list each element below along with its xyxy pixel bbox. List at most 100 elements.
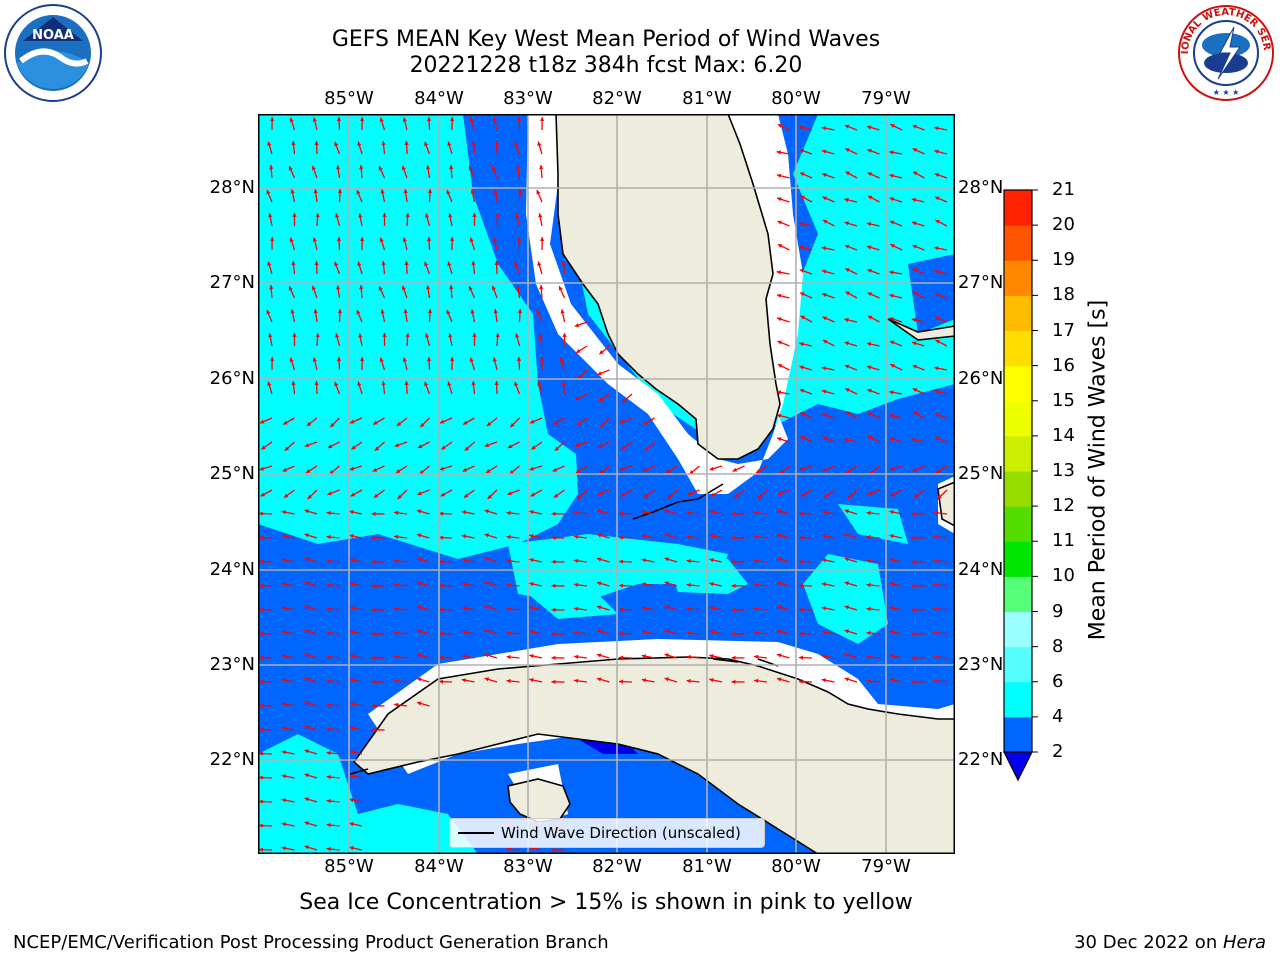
colorbar-segment (1004, 716, 1032, 753)
wind-wave-arrow-head (330, 422, 335, 428)
wind-wave-arrow-head (515, 333, 520, 338)
wind-wave-arrow-head (822, 340, 828, 344)
wind-wave-arrow-head (260, 419, 265, 424)
wind-wave-arrow-head (912, 148, 918, 153)
wind-wave-arrows (258, 116, 948, 852)
wind-wave-arrow-head (292, 213, 297, 217)
wind-wave-arrow-head (666, 469, 671, 473)
colorbar-tick-label: 19 (1052, 249, 1075, 271)
wind-wave-arrow-head (913, 291, 918, 296)
wind-wave-arrow-head (417, 444, 423, 448)
wind-wave-arrow-head (866, 606, 871, 612)
wind-wave-arrow-head (777, 317, 782, 322)
wind-wave-arrow-head (394, 582, 399, 587)
wind-wave-arrow-head (935, 196, 940, 201)
wind-wave-arrow-head (934, 269, 939, 274)
wind-wave-arrow-head (777, 533, 782, 538)
wind-wave-arrow-head (360, 357, 365, 361)
wind-wave-arrow-head (461, 558, 466, 563)
wind-wave-arrow-head (777, 491, 782, 496)
wind-wave-arrow-head (420, 422, 425, 428)
wind-wave-arrow-head (464, 493, 469, 498)
wind-wave-arrow-head (311, 165, 316, 171)
wind-wave-arrow-head (381, 381, 386, 386)
wind-wave-arrow-head (776, 150, 781, 155)
wind-wave-arrow-head (844, 533, 849, 538)
colorbar-tick-label: 20 (1052, 214, 1075, 236)
wind-wave-arrow-head (529, 534, 534, 539)
wind-wave-arrow-head (484, 677, 489, 682)
wind-wave-arrow-head (937, 494, 942, 499)
wind-wave-arrow-head (267, 261, 272, 266)
wind-wave-arrow-head (484, 443, 490, 448)
wind-wave-arrow-head (326, 582, 331, 588)
wind-wave-arrow-head (777, 677, 782, 682)
wind-wave-arrow-head (267, 141, 272, 146)
wind-wave-arrow-head (574, 678, 579, 683)
wind-wave-arrow-head (844, 124, 850, 129)
colorbar-segment (1004, 435, 1032, 472)
wind-wave-arrow-head (514, 381, 519, 387)
wind-wave-arrow-head (450, 237, 455, 241)
wind-wave-arrow-head (619, 559, 623, 564)
wind-wave-arrow-head (890, 492, 896, 497)
wind-wave-arrow-head (866, 630, 871, 636)
wind-wave-arrow-head (934, 293, 940, 298)
wind-wave-arrow-head (312, 117, 317, 122)
wind-wave-arrow-head (516, 117, 522, 122)
colorbar-tick-label: 17 (1052, 319, 1075, 341)
wind-wave-arrow-head (799, 342, 804, 347)
lon-tick-label-top: 81°W (682, 88, 732, 109)
lon-tick-label-bottom: 85°W (324, 856, 374, 877)
wind-wave-arrow-head (304, 677, 309, 682)
lat-tick-label-right: 26°N (958, 368, 1004, 389)
graticule (258, 114, 955, 854)
wind-wave-arrow-head (731, 631, 736, 636)
wind-wave-arrow-head (326, 846, 331, 852)
wind-wave-arrow-head (799, 365, 804, 370)
wind-wave-arrow-head (551, 847, 556, 852)
wind-wave-arrow-head (911, 535, 916, 540)
wind-wave-arrow-head (529, 582, 534, 587)
lat-tick-label-left: 27°N (209, 272, 255, 293)
wind-wave-arrow-head (281, 582, 286, 587)
wind-wave-arrow-head (847, 494, 852, 499)
colorbar-segment (1004, 471, 1032, 507)
wind-wave-arrow-head (822, 220, 828, 224)
wind-wave-arrow-head (471, 261, 476, 266)
colorbar-segment (1004, 190, 1032, 226)
wind-wave-arrow-head (889, 654, 894, 659)
land (352, 114, 955, 854)
wind-wave-arrow-head (799, 268, 805, 273)
wind-wave-arrow-head (754, 654, 759, 659)
wind-wave-arrow-head (484, 605, 489, 610)
wind-wave-arrow-head (799, 245, 804, 250)
wind-wave-arrow-head (486, 469, 491, 473)
wind-wave-arrow-head (799, 125, 804, 130)
map-legend: Wind Wave Direction (unscaled) (449, 818, 765, 848)
wind-wave-arrow-head (268, 333, 273, 338)
wind-wave-arrow-head (326, 750, 331, 756)
wind-wave-arrow-head (600, 422, 605, 428)
wind-wave-arrow-head (821, 654, 826, 659)
wind-wave-arrow-head (845, 291, 851, 296)
wind-wave-arrow-head (461, 510, 466, 515)
wind-wave-arrow-head (259, 799, 263, 804)
wind-wave-arrow-head (326, 510, 331, 516)
wind-wave-arrow-head (373, 420, 378, 425)
wind-wave-arrow-head (284, 493, 289, 498)
wind-wave-arrow-head (822, 293, 827, 298)
noaa-logo: NOAA (4, 4, 102, 102)
wind-wave-arrow-head (326, 558, 331, 564)
wind-wave-arrow-head (349, 534, 354, 539)
map-frame (258, 114, 955, 854)
wind-wave-arrow-head (304, 845, 309, 850)
wind-wave-arrow-head (576, 469, 581, 473)
wind-wave-arrow-head (889, 466, 894, 471)
credit-line: NCEP/EMC/Verification Post Processing Pr… (13, 932, 609, 953)
lat-tick-label-right: 24°N (958, 559, 1004, 580)
wind-wave-arrow-head (889, 413, 894, 418)
wind-wave-arrow-head (558, 286, 563, 291)
wind-wave-arrow-head (270, 357, 275, 361)
wind-wave-arrow-head (821, 149, 827, 154)
